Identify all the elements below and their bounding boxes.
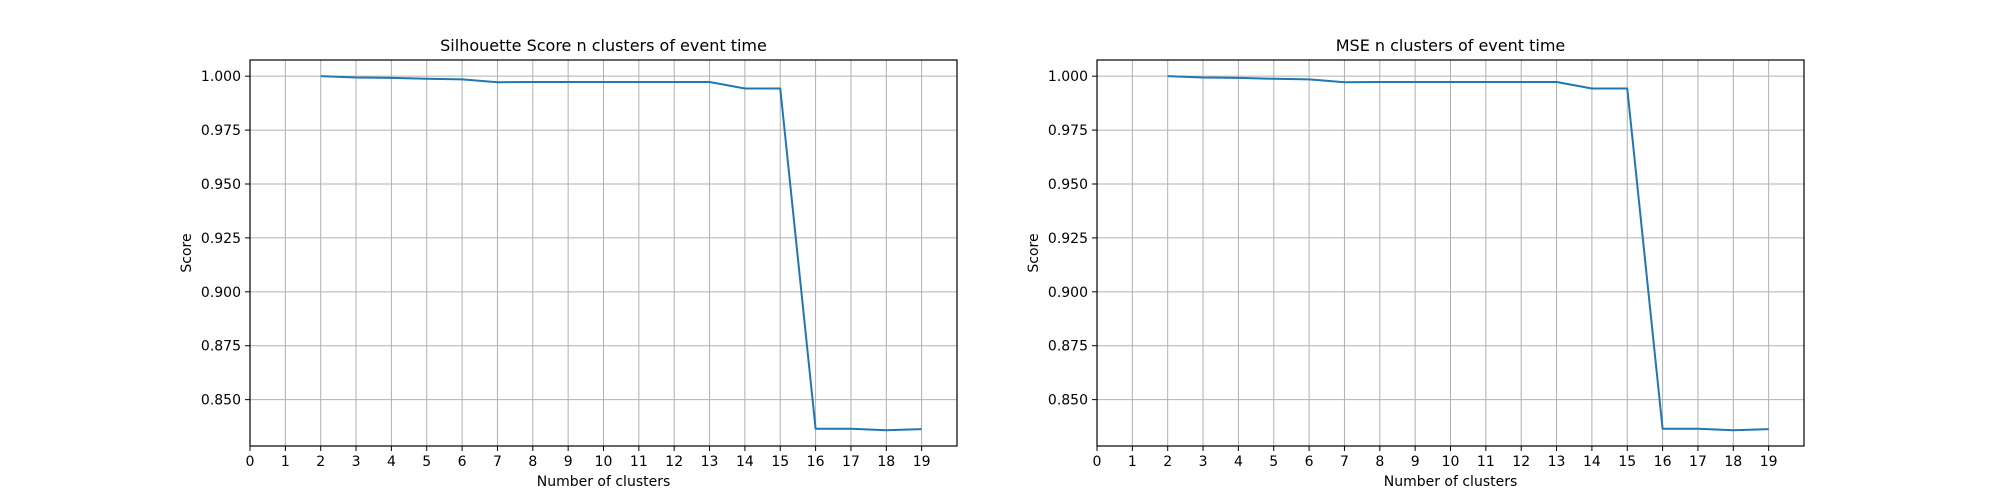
y-tick-label: 1.000	[1048, 69, 1088, 85]
plot-frame	[249, 59, 958, 447]
x-tick-label: 1	[281, 454, 290, 470]
silhouette-chart: Silhouette Score n clusters of event tim…	[179, 36, 958, 490]
y-tick-label: 0.950	[1048, 177, 1088, 193]
y-tick-label: 0.850	[201, 393, 241, 409]
x-tick-label: 15	[771, 454, 789, 470]
y-tick-label: 0.950	[201, 177, 241, 193]
x-tick-label: 1	[1128, 454, 1137, 470]
x-tick-label: 4	[387, 454, 396, 470]
x-tick-label: 8	[1375, 454, 1384, 470]
mse-chart: MSE n clusters of event time Number of c…	[1026, 36, 1805, 490]
x-tick-label: 17	[842, 454, 860, 470]
x-tick-label: 15	[1618, 454, 1636, 470]
x-axis-label: Number of clusters	[1384, 474, 1518, 490]
x-tick-label: 3	[1199, 454, 1208, 470]
series-line	[1167, 75, 1769, 432]
y-tick-label: 0.975	[1048, 123, 1088, 139]
x-tick-label: 2	[1163, 454, 1172, 470]
x-tick-label: 0	[246, 454, 255, 470]
x-tick-label: 19	[1760, 454, 1778, 470]
y-tick-label: 0.875	[1048, 339, 1088, 355]
x-tick-label: 5	[1269, 454, 1278, 470]
x-tick-label: 5	[422, 454, 431, 470]
x-tick-label: 12	[665, 454, 683, 470]
plot-frame	[1096, 59, 1805, 447]
x-tick-label: 9	[1411, 454, 1420, 470]
chart-title: Silhouette Score n clusters of event tim…	[440, 36, 767, 55]
series-line	[320, 75, 922, 432]
x-tick-label: 13	[701, 454, 719, 470]
x-tick-label: 0	[1093, 454, 1102, 470]
x-tick-label: 10	[595, 454, 613, 470]
x-tick-label: 18	[1724, 454, 1742, 470]
x-tick-label: 17	[1689, 454, 1707, 470]
x-tick-label: 2	[316, 454, 325, 470]
x-tick-label: 9	[564, 454, 573, 470]
y-axis-label: Score	[1026, 233, 1042, 272]
x-tick-label: 10	[1442, 454, 1460, 470]
x-tick-label: 16	[1654, 454, 1672, 470]
x-tick-label: 11	[630, 454, 648, 470]
x-tick-label: 18	[877, 454, 895, 470]
x-tick-label: 3	[352, 454, 361, 470]
chart-title: MSE n clusters of event time	[1336, 36, 1566, 55]
y-tick-label: 1.000	[201, 69, 241, 85]
y-tick-label: 0.975	[201, 123, 241, 139]
x-tick-label: 14	[1583, 454, 1601, 470]
x-tick-label: 7	[1340, 454, 1349, 470]
x-tick-label: 6	[458, 454, 467, 470]
x-axis-label: Number of clusters	[537, 474, 671, 490]
x-tick-label: 11	[1477, 454, 1495, 470]
y-tick-label: 0.900	[1048, 285, 1088, 301]
x-tick-label: 19	[913, 454, 931, 470]
x-tick-label: 16	[807, 454, 825, 470]
x-tick-label: 8	[528, 454, 537, 470]
x-tick-label: 13	[1548, 454, 1566, 470]
x-tick-label: 14	[736, 454, 754, 470]
x-tick-label: 12	[1512, 454, 1530, 470]
x-tick-label: 4	[1234, 454, 1243, 470]
y-tick-label: 0.900	[201, 285, 241, 301]
x-tick-label: 7	[493, 454, 502, 470]
y-tick-label: 0.875	[201, 339, 241, 355]
y-tick-label: 0.925	[201, 231, 241, 247]
y-axis-label: Score	[179, 233, 195, 272]
x-tick-label: 6	[1305, 454, 1314, 470]
y-tick-label: 0.925	[1048, 231, 1088, 247]
y-tick-label: 0.850	[1048, 393, 1088, 409]
